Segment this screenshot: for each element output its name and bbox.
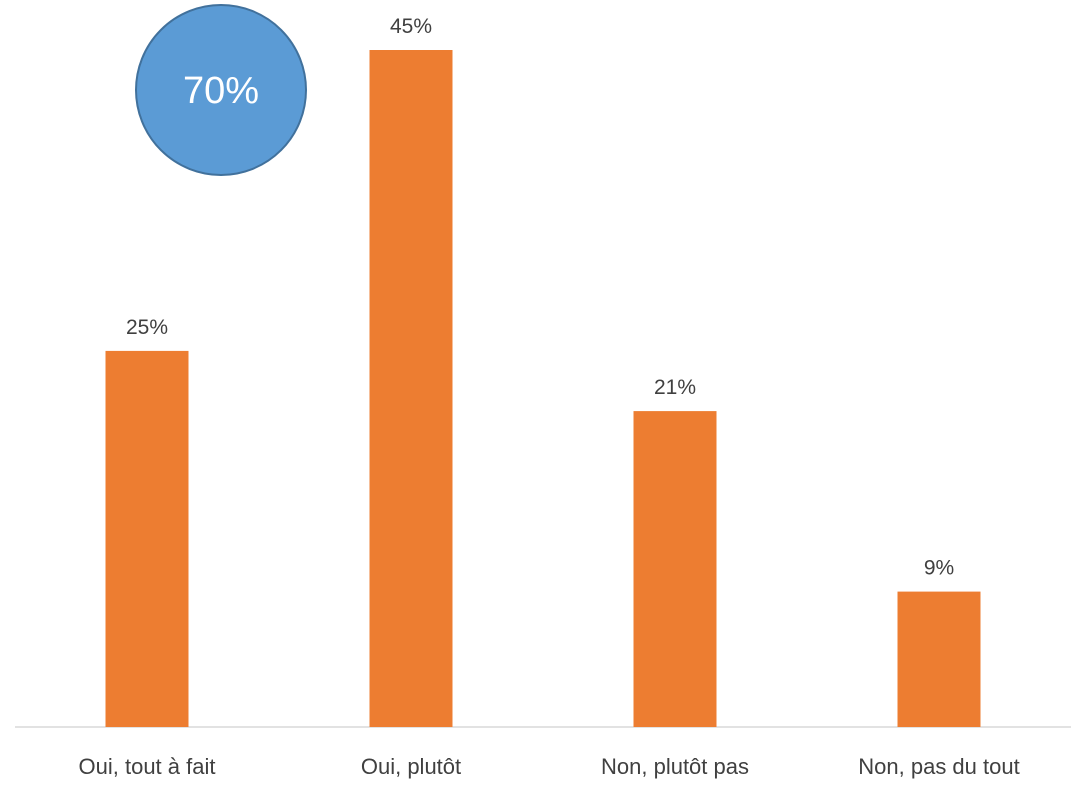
- labels-group: 25% Oui, tout à fait 45% Oui, plutôt 21% Non,…: [79, 15, 1020, 779]
- data-label-3: 21%: [654, 376, 696, 399]
- bar-2: [369, 50, 453, 727]
- category-label-3: Non, plutôt pas: [601, 754, 749, 779]
- bar-1: [105, 350, 189, 727]
- data-label-1: 25%: [126, 316, 168, 339]
- total-yes-circle: [135, 4, 307, 176]
- bar-4: [897, 591, 981, 727]
- annotation-group: 70%: [135, 4, 307, 176]
- category-label-4: Non, pas du tout: [858, 754, 1019, 779]
- category-label-2: Oui, plutôt: [361, 754, 461, 779]
- category-label-1: Oui, tout à fait: [79, 754, 216, 779]
- total-yes-label: 70%: [183, 70, 259, 112]
- data-label-4: 9%: [924, 557, 954, 580]
- bars-group: [105, 50, 981, 727]
- bar-3: [633, 411, 717, 727]
- data-label-2: 45%: [390, 15, 432, 38]
